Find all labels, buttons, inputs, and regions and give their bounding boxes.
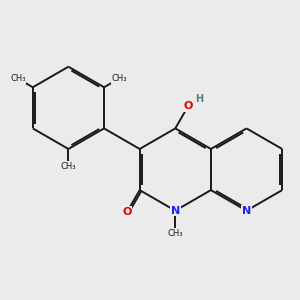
Text: H: H <box>196 94 204 104</box>
Text: CH₃: CH₃ <box>111 74 127 83</box>
Text: CH₃: CH₃ <box>61 162 76 171</box>
Text: CH₃: CH₃ <box>167 229 183 238</box>
Text: N: N <box>242 206 251 216</box>
Text: N: N <box>171 206 180 216</box>
Text: CH₃: CH₃ <box>10 74 26 83</box>
Text: O: O <box>183 101 193 111</box>
Text: O: O <box>122 207 132 217</box>
